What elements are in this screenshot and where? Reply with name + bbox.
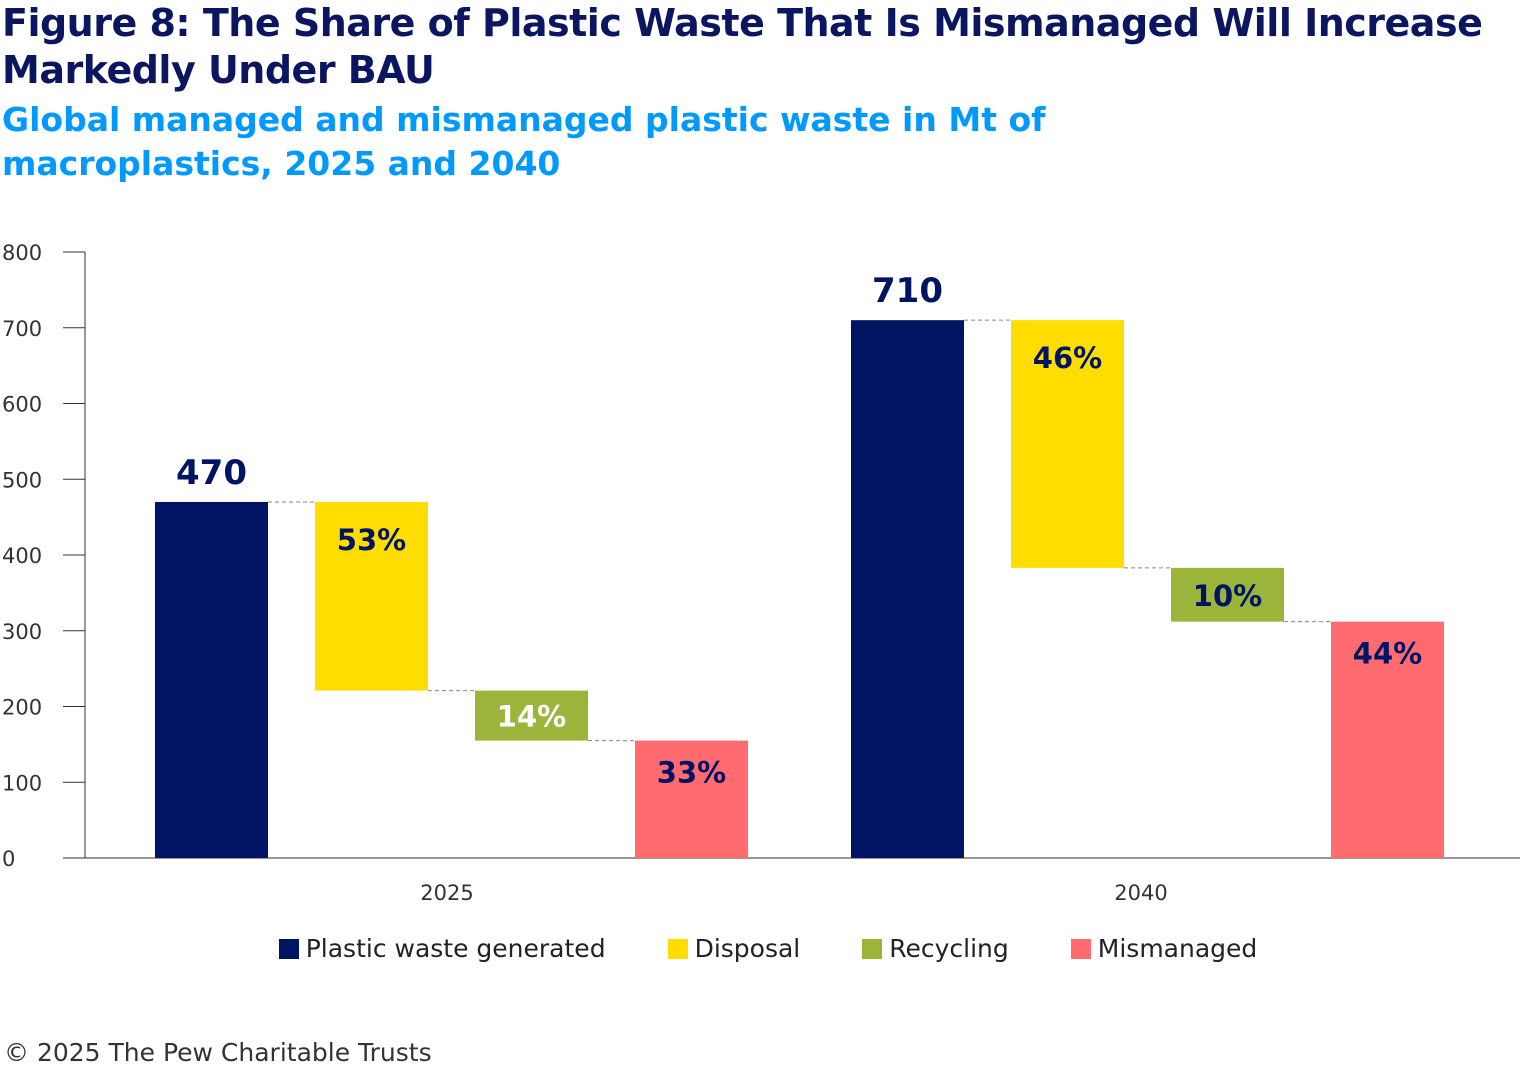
legend-label: Plastic waste generated bbox=[305, 934, 606, 963]
bar-mismanaged bbox=[635, 740, 748, 858]
legend: Plastic waste generated Disposal Recycling… bbox=[0, 934, 1520, 963]
data-label: 10% bbox=[1193, 579, 1262, 613]
data-label: 46% bbox=[1033, 341, 1102, 375]
data-label: 44% bbox=[1353, 637, 1422, 671]
chart-subtitle: Global managed and mismanaged plastic wa… bbox=[2, 100, 1046, 183]
legend-item: Mismanaged bbox=[1070, 934, 1258, 963]
y-tick-label: 0 bbox=[2, 847, 15, 871]
y-tick-label: 700 bbox=[2, 317, 42, 341]
y-tick-label: 100 bbox=[2, 771, 42, 795]
data-label: 470 bbox=[176, 453, 247, 493]
bar-disposal bbox=[1011, 320, 1124, 568]
y-tick-label: 400 bbox=[2, 544, 42, 568]
legend-item: Recycling bbox=[862, 934, 1009, 963]
legend-label: Recycling bbox=[889, 934, 1009, 963]
legend-swatch bbox=[1070, 938, 1091, 959]
chart-title: Figure 8: The Share of Plastic Waste Tha… bbox=[2, 1, 1483, 92]
data-label: 33% bbox=[657, 756, 726, 790]
legend-swatch bbox=[667, 938, 688, 959]
x-tick-label: 2025 bbox=[420, 881, 473, 905]
waterfall-chart: 0 100 200 300 400 500 600 700 800 470 53% 14% 33% 202… bbox=[2, 241, 1520, 905]
legend-item: Disposal bbox=[667, 934, 801, 963]
bar-disposal bbox=[315, 501, 428, 691]
y-tick-label: 300 bbox=[2, 620, 42, 644]
data-label: 14% bbox=[497, 700, 566, 734]
data-label: 710 bbox=[872, 271, 943, 311]
legend-swatch bbox=[278, 938, 299, 959]
copyright-footer: © 2025 The Pew Charitable Trusts bbox=[4, 1038, 432, 1067]
legend-swatch bbox=[862, 938, 883, 959]
bar-plastic-waste-generated bbox=[155, 501, 268, 858]
bar-recycling bbox=[475, 690, 588, 741]
y-tick-label: 800 bbox=[2, 241, 42, 265]
y-tick-label: 600 bbox=[2, 393, 42, 417]
y-tick-label: 500 bbox=[2, 468, 42, 492]
legend-item: Plastic waste generated bbox=[278, 934, 606, 963]
bar-plastic-waste-generated bbox=[851, 320, 964, 858]
bar-mismanaged bbox=[1331, 621, 1444, 858]
x-tick-label: 2040 bbox=[1114, 881, 1167, 905]
legend-label: Disposal bbox=[694, 934, 801, 963]
legend-label: Mismanaged bbox=[1097, 934, 1258, 963]
bar-recycling bbox=[1171, 567, 1284, 622]
data-label: 53% bbox=[337, 523, 406, 557]
y-tick-label: 200 bbox=[2, 696, 42, 720]
